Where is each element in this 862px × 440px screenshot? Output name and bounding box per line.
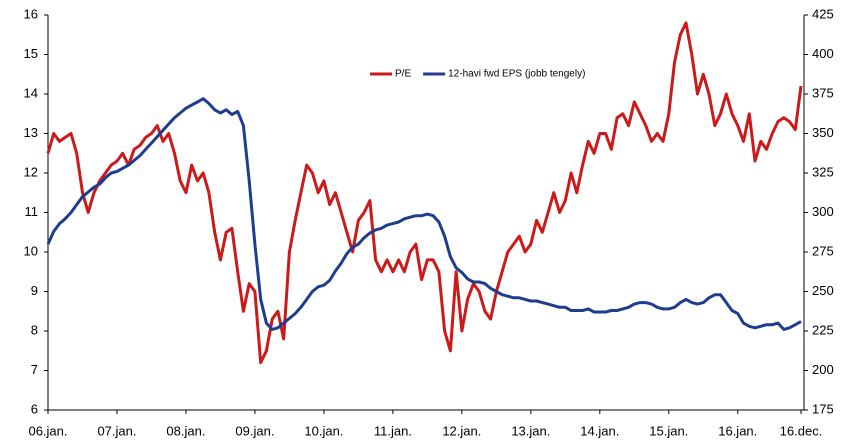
x-tick-label: 07.jan.: [97, 423, 136, 438]
y2-tick-label: 400: [812, 46, 834, 61]
y2-tick-label: 200: [812, 362, 834, 377]
y-tick-label: 12: [24, 164, 38, 179]
y-tick-label: 8: [31, 322, 38, 337]
y2-tick-label: 325: [812, 164, 834, 179]
x-tick-label: 16.dec.: [780, 423, 823, 438]
x-tick-label: 16.jan.: [718, 423, 757, 438]
y2-tick-label: 375: [812, 85, 834, 100]
y-tick-label: 11: [25, 204, 39, 219]
series-line: [46, 97, 802, 331]
y2-tick-label: 225: [812, 322, 834, 337]
y2-tick-label: 275: [812, 243, 834, 258]
y-tick-label: 14: [24, 85, 38, 100]
y-tick-label: 13: [24, 125, 38, 140]
y2-tick-label: 350: [812, 125, 834, 140]
x-tick-label: 14.jan.: [580, 423, 619, 438]
y2-tick-label: 300: [812, 204, 834, 219]
y2-tick-label: 425: [812, 6, 834, 21]
y-tick-label: 6: [31, 401, 38, 416]
x-tick-label: 12.jan.: [442, 423, 481, 438]
x-tick-label: 08.jan.: [166, 423, 205, 438]
y2-tick-label: 250: [812, 283, 834, 298]
x-tick-label: 06.jan.: [28, 423, 67, 438]
y-tick-label: 7: [31, 362, 38, 377]
y-tick-label: 10: [24, 243, 38, 258]
x-tick-label: 11.jan.: [374, 423, 412, 438]
x-tick-label: 13.jan.: [511, 423, 550, 438]
legend-label: 12-havi fwd EPS (jobb tengely): [448, 69, 585, 80]
x-tick-label: 15.jan.: [649, 423, 688, 438]
x-tick-label: 09.jan.: [235, 423, 274, 438]
y-tick-label: 9: [31, 283, 38, 298]
series-line: [46, 21, 803, 365]
y-tick-label: 15: [24, 46, 38, 61]
legend-label: P/E: [395, 69, 411, 80]
x-tick-label: 10.jan.: [304, 423, 343, 438]
y-tick-label: 16: [24, 6, 38, 21]
y2-tick-label: 175: [812, 401, 834, 416]
